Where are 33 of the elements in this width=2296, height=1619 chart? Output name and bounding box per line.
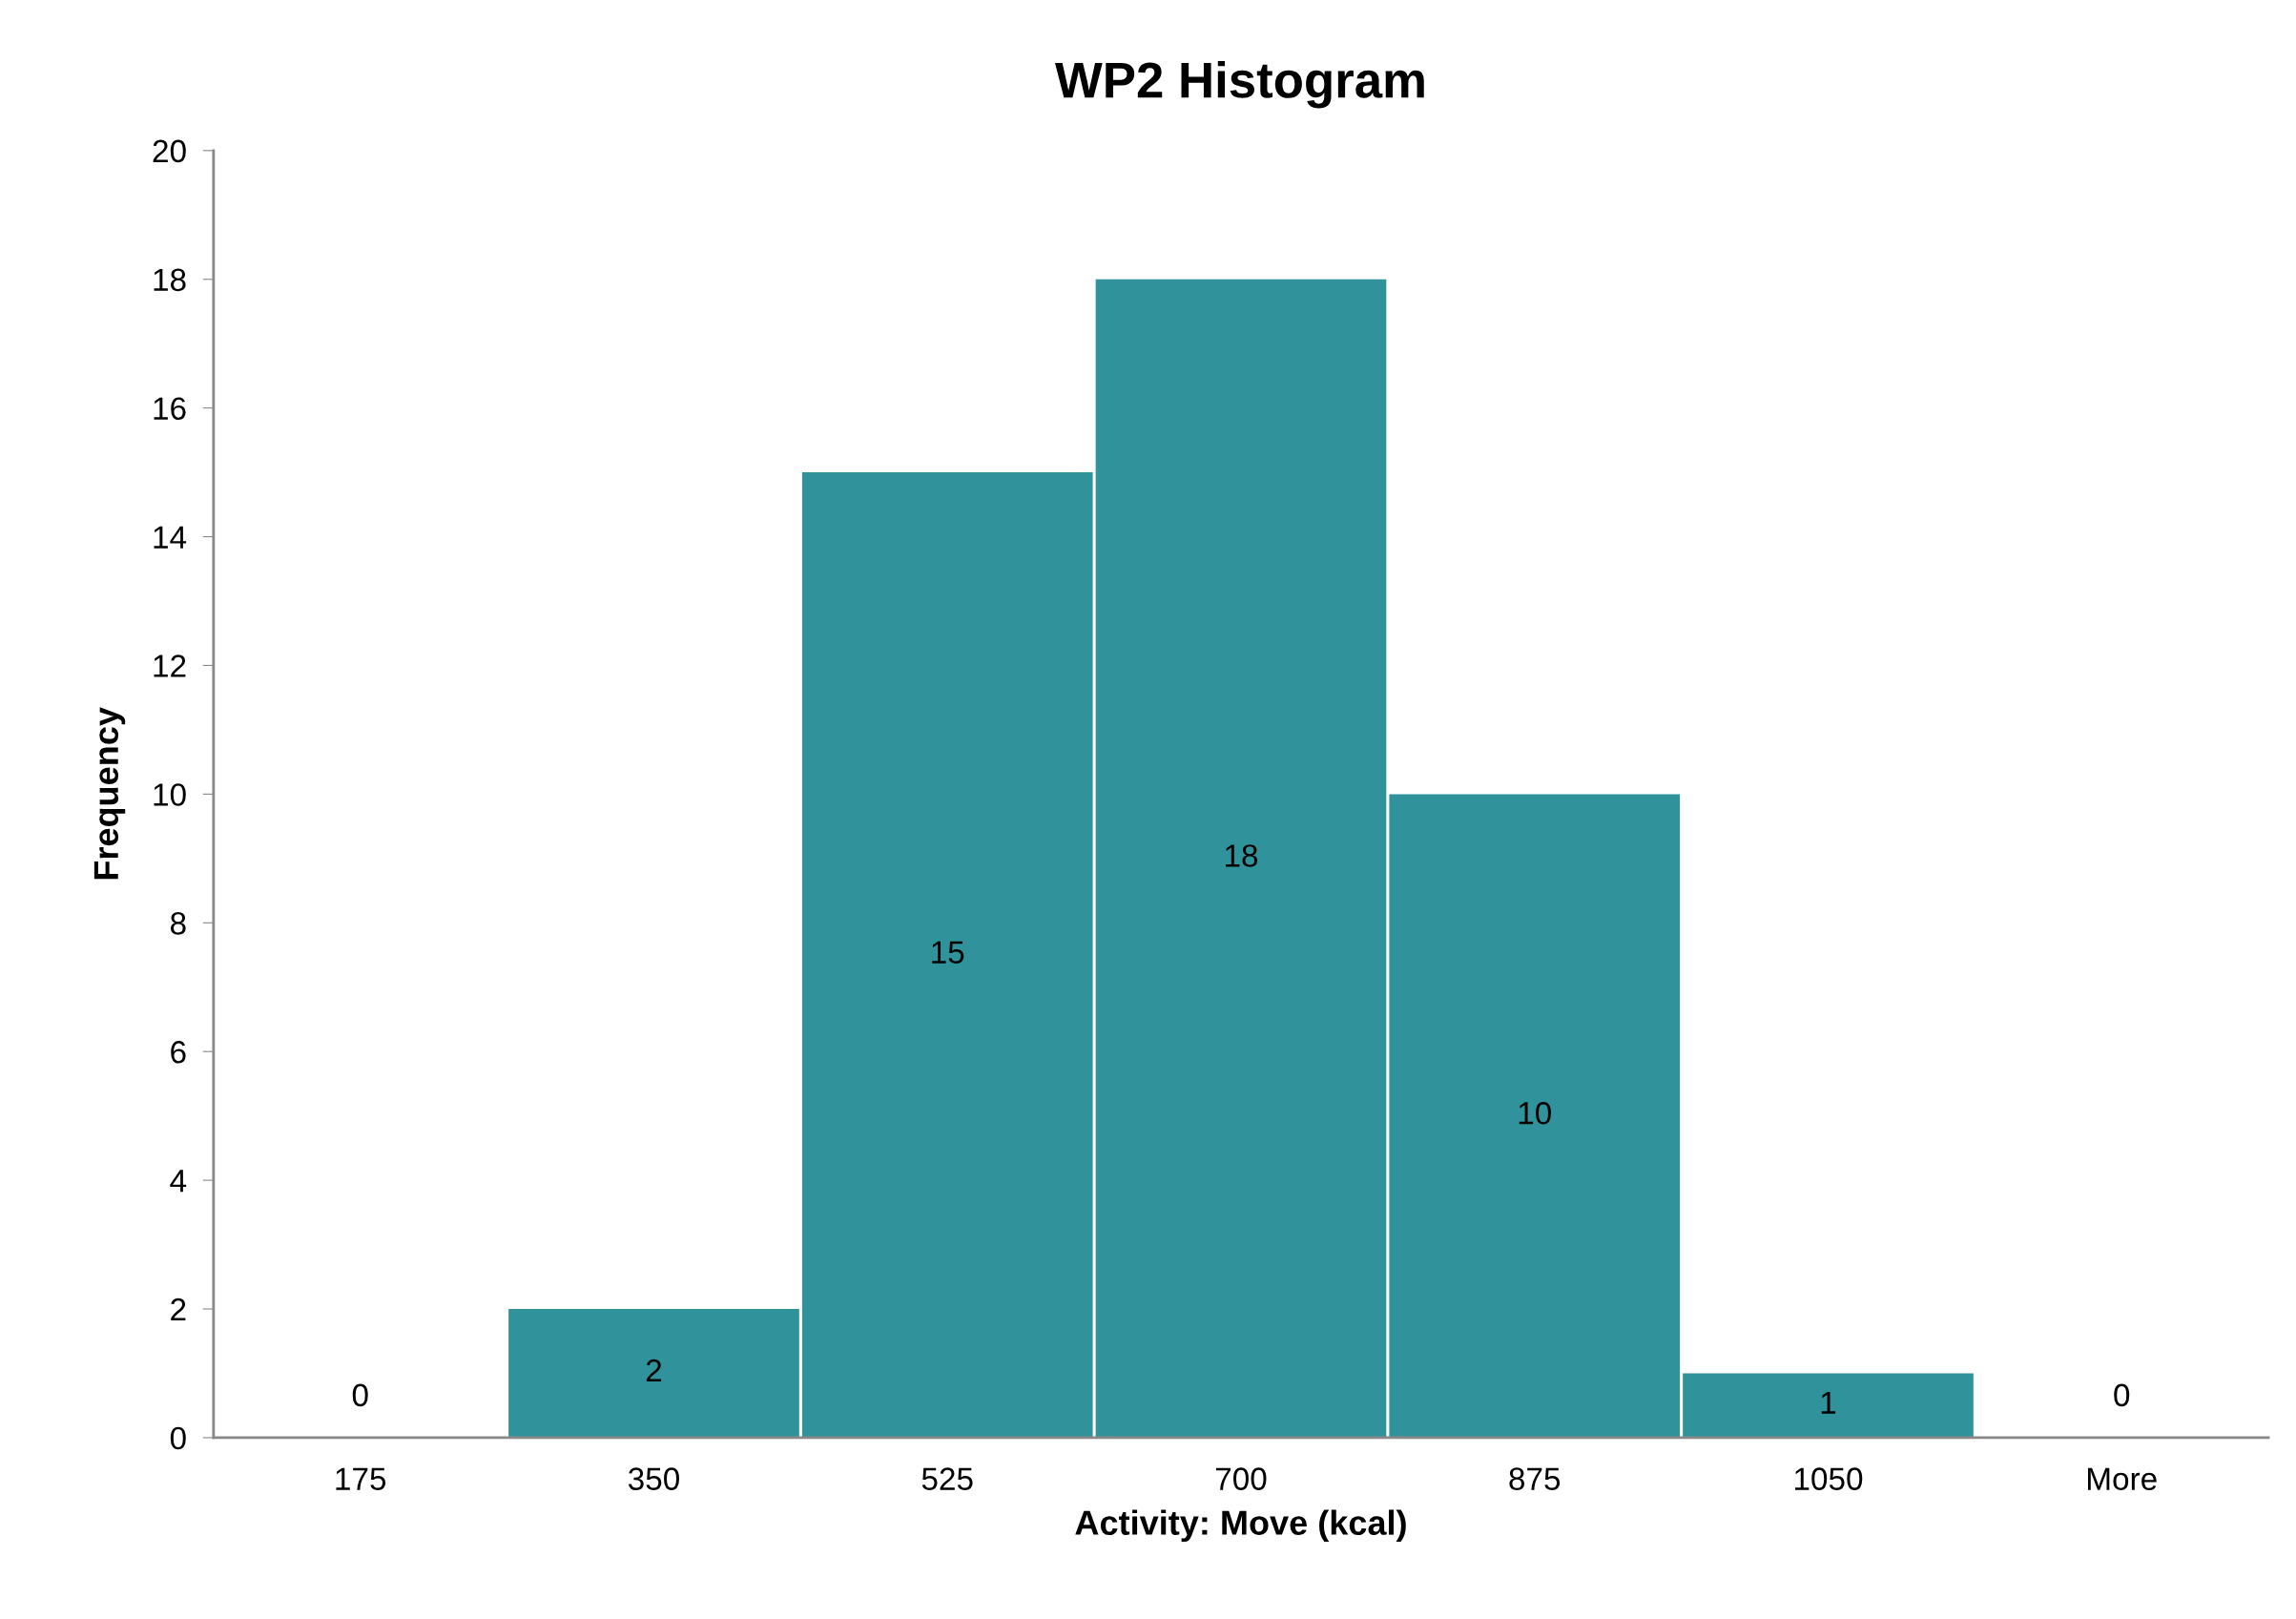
- x-axis-title: Activity: Move (kcal): [1075, 1509, 1406, 1543]
- bar: [1095, 279, 1387, 1438]
- y-tick-label: 2: [171, 1297, 186, 1321]
- x-tick-label: 525: [921, 1467, 973, 1490]
- bar: [1389, 794, 1681, 1438]
- data-label: 1: [1821, 1391, 1836, 1414]
- y-tick-label: 12: [154, 654, 186, 677]
- y-tick-label: 18: [154, 268, 186, 292]
- x-tick-label: 350: [628, 1467, 679, 1490]
- bar: [1683, 1373, 1974, 1438]
- data-label: 15: [932, 941, 964, 964]
- data-label: 0: [352, 1383, 368, 1407]
- y-axis-title: Frequency: [93, 707, 126, 880]
- y-tick-label: 0: [170, 1426, 186, 1450]
- x-tick-label: 700: [1215, 1467, 1267, 1490]
- y-tick-label: 8: [170, 912, 186, 935]
- bar: [508, 1309, 799, 1438]
- x-tick-label: 175: [336, 1467, 386, 1490]
- y-tick-label: 14: [154, 526, 187, 549]
- y-tick-label: 10: [154, 783, 186, 806]
- x-tick-label: 1050: [1794, 1467, 1863, 1490]
- y-tick-label: 16: [154, 397, 186, 421]
- data-label: 10: [1519, 1102, 1551, 1125]
- y-tick-label: 6: [171, 1041, 186, 1064]
- y-tick-label: 4: [170, 1170, 187, 1193]
- chart-title: WP2 Histogram: [1055, 61, 1424, 109]
- data-label: 2: [646, 1359, 662, 1382]
- bar: [801, 472, 1093, 1438]
- x-tick-label: More: [2088, 1467, 2157, 1490]
- y-tick-label: 20: [153, 139, 186, 163]
- data-label: 18: [1225, 844, 1258, 867]
- x-tick-label: 875: [1509, 1467, 1561, 1490]
- data-label: 0: [2114, 1383, 2130, 1407]
